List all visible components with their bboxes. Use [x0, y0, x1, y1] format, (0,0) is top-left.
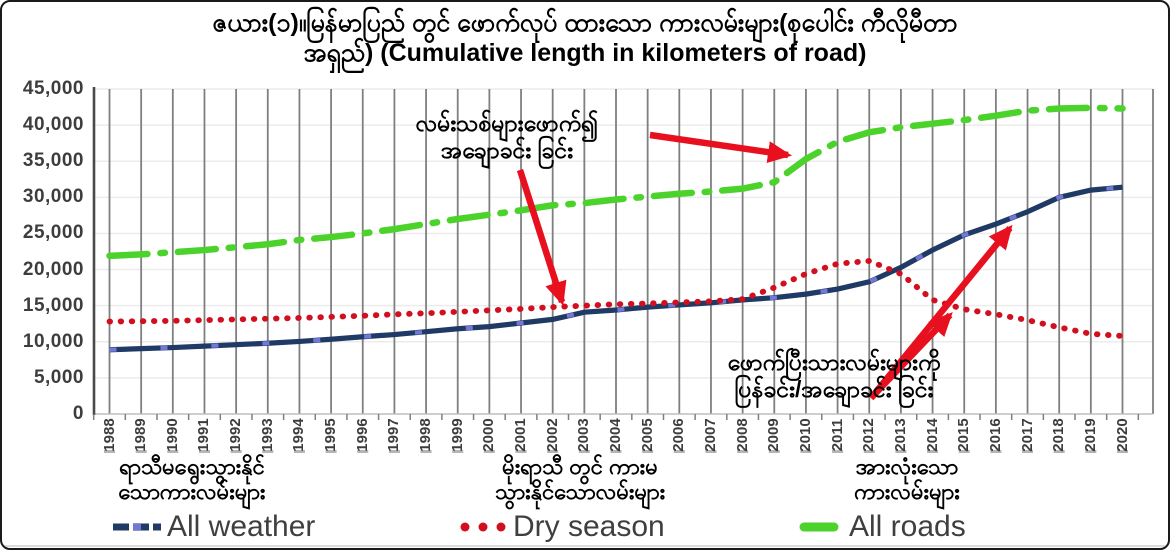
x-axis-label-1990: 1990 [163, 418, 181, 452]
x-axis-label-1992: 1992 [227, 418, 245, 452]
group-label-dry-season: မိုးရာသီ တွင် ကားမ သွားနိုင်သောလမ်းများ [495, 454, 665, 504]
x-axis-label-1993: 1993 [258, 418, 276, 452]
x-axis-label-2002: 2002 [543, 418, 561, 452]
x-axis-label-1988: 1988 [100, 418, 118, 452]
x-axis-label-2011: 2011 [828, 418, 846, 452]
x-axis-label-2009: 2009 [765, 418, 783, 452]
x-axis-label-2000: 2000 [480, 418, 498, 452]
legend-item-all-weather: All weather [112, 508, 315, 546]
group-label-all-weather-line2: သောကားလမ်းများ [118, 479, 266, 504]
arrow-to-all-weather-2003 [516, 169, 567, 306]
annotation-repaved: ဖောက်ပြီးသားလမ်းများကို ပြန်ခင်း/အချောခင… [727, 349, 940, 403]
group-label-all-roads: အားလုံးသော ကားလမ်းများ [854, 454, 960, 504]
x-axis-label-2019: 2019 [1081, 418, 1099, 452]
legend-item-all-roads: All roads [798, 508, 966, 546]
x-axis-label-1994: 1994 [290, 418, 308, 452]
y-axis-label-45000: 45,000 [22, 78, 84, 99]
x-axis-label-2003: 2003 [575, 418, 593, 452]
legend-marker-dry-season-icon [460, 522, 506, 532]
y-axis-label-0: 0 [72, 403, 84, 424]
annotation-new-roads-line2: အချောခင်း ခြင်း [440, 137, 574, 163]
x-axis-label-2008: 2008 [733, 418, 751, 452]
annotation-repaved-line2: ပြန်ခင်း/အချောခင်း ခြင်း [734, 376, 934, 402]
series-all-roads-line [106, 104, 1126, 260]
x-axis-label-2014: 2014 [923, 418, 941, 452]
arrow-to-all-roads-step-2010 [649, 131, 792, 164]
x-axis-label-1998: 1998 [417, 418, 435, 452]
x-axis-label-2007: 2007 [701, 418, 719, 452]
axis-ticks [92, 414, 1140, 453]
x-axis-label-2012: 2012 [860, 418, 878, 452]
x-axis-label-2001: 2001 [512, 418, 530, 452]
y-axis-label-5000: 5,000 [33, 366, 84, 388]
legend-marker-all-roads-icon [799, 522, 839, 532]
legend-label-dry-season: Dry season [513, 510, 665, 543]
annotation-new-roads-line1: လမ်းသစ်များဖောက်၍ [415, 110, 599, 136]
y-axis-label-40000: 40,000 [22, 114, 84, 136]
legend-label-all-roads: All roads [849, 510, 966, 543]
vertical-gridlines [108, 89, 1154, 414]
legend-label-all-weather: All weather [167, 510, 316, 543]
x-axis-label-2015: 2015 [955, 418, 973, 452]
x-axis-label-2020: 2020 [1113, 418, 1131, 452]
annotation-new-roads: လမ်းသစ်များဖောက်၍ အချောခင်း ခြင်း [416, 110, 599, 164]
y-axis-label-15000: 15,000 [22, 294, 84, 316]
x-axis-label-2013: 2013 [891, 418, 909, 452]
x-axis-label-2016: 2016 [986, 418, 1004, 452]
x-axis-label-1997: 1997 [385, 418, 403, 452]
annotation-repaved-line1: ဖောက်ပြီးသားလမ်းများကို [727, 349, 941, 375]
x-axis-label-1996: 1996 [353, 418, 371, 452]
x-axis-label-1999: 1999 [448, 418, 466, 452]
series-all-weather-line [109, 184, 1123, 353]
group-label-all-roads-line2: ကားလမ်းများ [854, 479, 960, 504]
horizontal-gridlines [94, 88, 1153, 379]
x-axis-label-1989: 1989 [132, 418, 150, 452]
chart-title: ဇယား(၁)။မြန်မာပြည် တွင် ဖောက်လုပ် ထားသော… [2, 8, 1168, 68]
arrow-to-dry-season-2015 [868, 312, 953, 401]
group-label-dry-season-line2: သွားနိုင်သောလမ်းများ [494, 479, 666, 504]
x-axis-label-2010: 2010 [796, 418, 814, 452]
y-axis-label-25000: 25,000 [22, 222, 84, 244]
chart-title-line1: ဇယား(၁)။မြန်မာပြည် တွင် ဖောက်လုပ် ထားသော… [212, 9, 958, 37]
group-label-all-roads-line1: အားလုံးသော [855, 454, 959, 479]
x-axis-label-2018: 2018 [1050, 418, 1068, 452]
y-axis-label-20000: 20,000 [22, 258, 84, 280]
bottom-divider [2, 545, 1168, 547]
group-label-all-weather-line1: ရာသီမရွေးသွားနိုင် [119, 454, 265, 479]
chart-title-line2: အရှည်) (Cumulative length in kilometers … [303, 39, 867, 67]
x-axis-label-2017: 2017 [1018, 418, 1036, 452]
legend-item-dry-season: Dry season [458, 508, 665, 546]
y-axis-label-30000: 30,000 [22, 186, 84, 208]
y-axis-label-10000: 10,000 [22, 330, 84, 352]
x-axis-label-2005: 2005 [638, 418, 656, 452]
group-label-dry-season-line1: မိုးရာသီ တွင် ကားမ [502, 454, 658, 479]
x-axis-label-1991: 1991 [195, 418, 213, 452]
x-axis-label-2006: 2006 [670, 418, 688, 452]
x-axis-label-1995: 1995 [322, 418, 340, 452]
group-label-all-weather: ရာသီမရွေးသွားနိုင် သောကားလမ်းများ [118, 454, 265, 504]
y-axis-label-35000: 35,000 [22, 150, 84, 172]
x-axis-label-2004: 2004 [607, 418, 624, 452]
legend-marker-all-weather-icon [113, 523, 161, 531]
series-dry-season-line [106, 257, 1126, 339]
